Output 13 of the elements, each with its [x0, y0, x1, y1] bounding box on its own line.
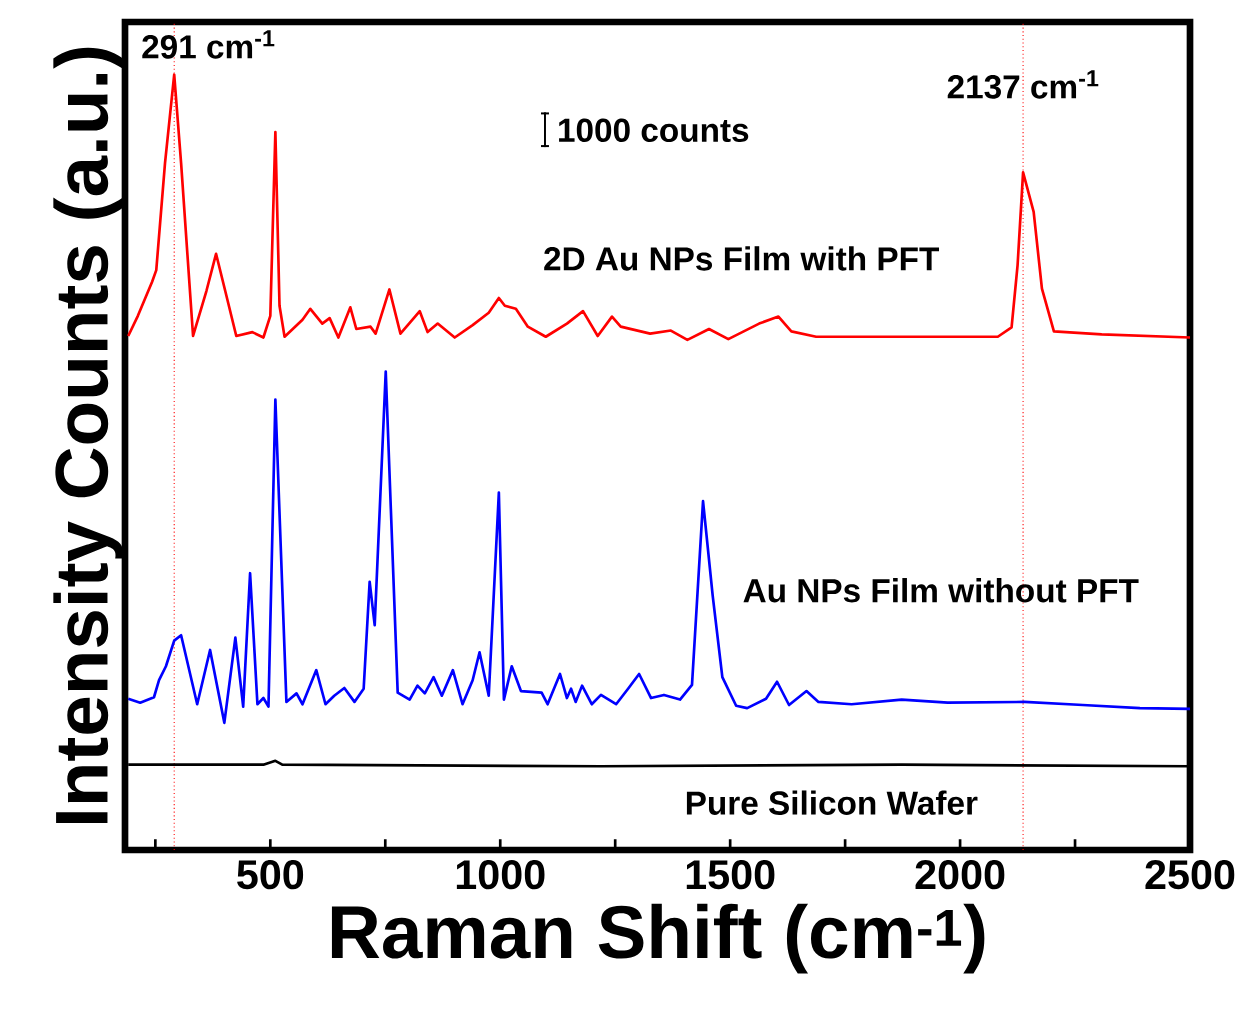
y-axis-title: Intensity Counts (a.u.) — [53, 47, 123, 823]
x-tick-label: 500 — [237, 860, 304, 890]
ref-line-label: 2137 cm$^{-1}$ — [947, 70, 1099, 99]
series-label: Au NPs Film without PFT — [743, 578, 1139, 603]
annotation: 1000 counts — [559, 118, 749, 143]
ref-line-label: 291 cm$^{-1}$ — [142, 30, 275, 59]
x-tick-label: 1500 — [686, 860, 775, 890]
series-label: 2D Au NPs Film with PFT — [544, 246, 940, 271]
x-tick-label: 2500 — [1145, 860, 1235, 890]
series-label: Pure Silicon Wafer — [686, 790, 978, 815]
x-tick-label: 2000 — [915, 860, 1005, 890]
x-tick-label: 1000 — [456, 860, 545, 890]
x-axis-title: Raman Shift (cm$^{-1}$) — [331, 903, 985, 974]
